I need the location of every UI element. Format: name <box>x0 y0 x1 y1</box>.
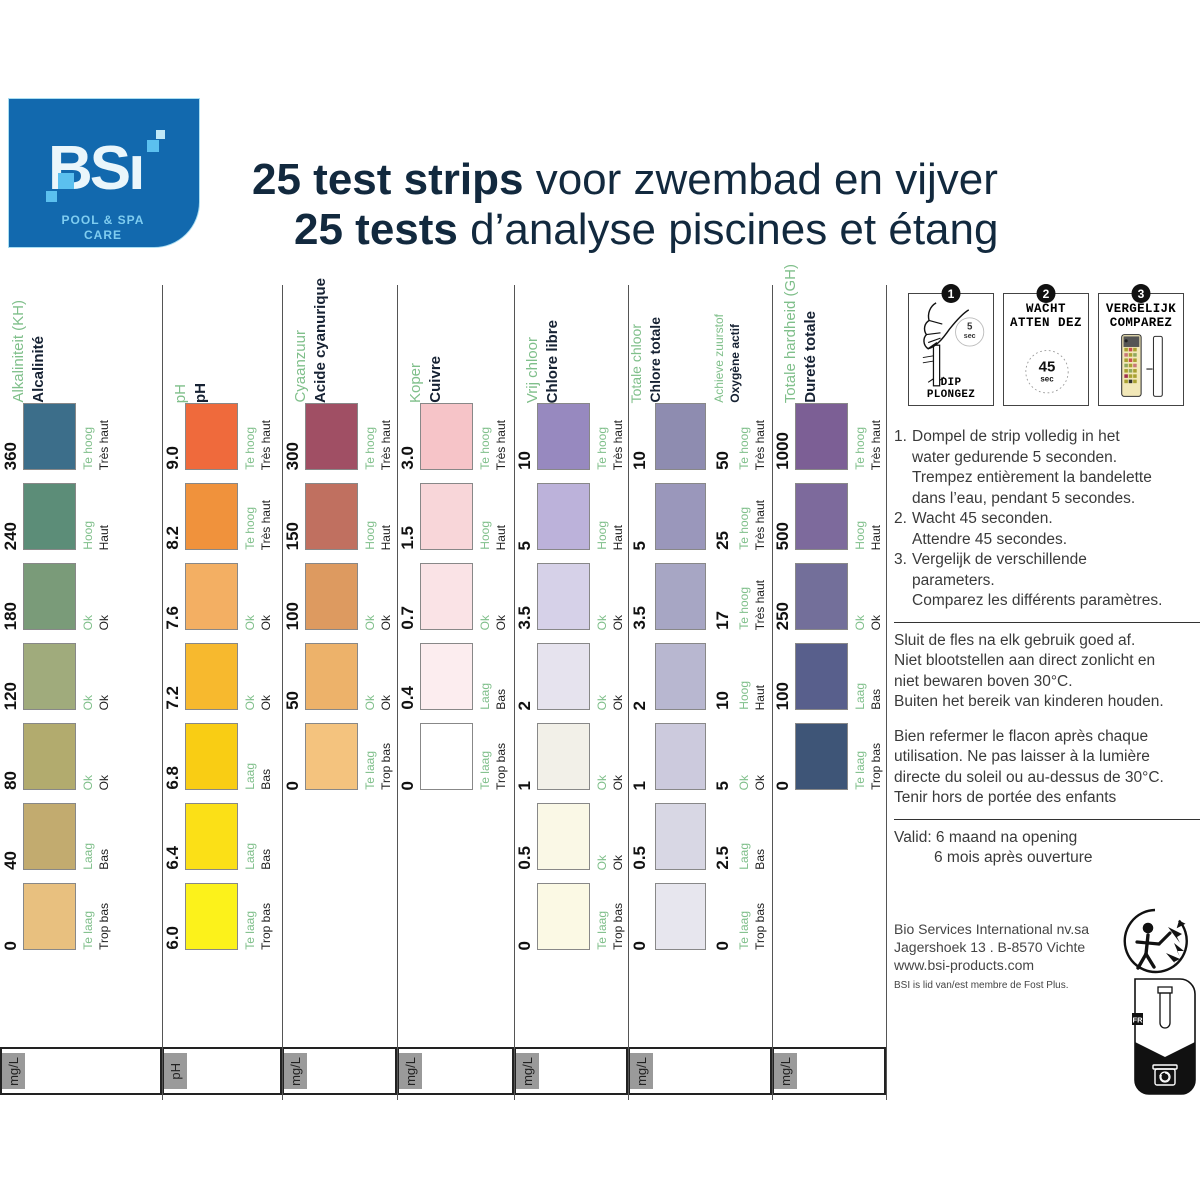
svg-text:FR: FR <box>1133 1016 1144 1025</box>
svg-text:sec: sec <box>1040 374 1054 383</box>
svg-text:sec: sec <box>964 333 976 340</box>
svg-text:5: 5 <box>967 321 973 332</box>
svg-text:45: 45 <box>1039 359 1056 376</box>
